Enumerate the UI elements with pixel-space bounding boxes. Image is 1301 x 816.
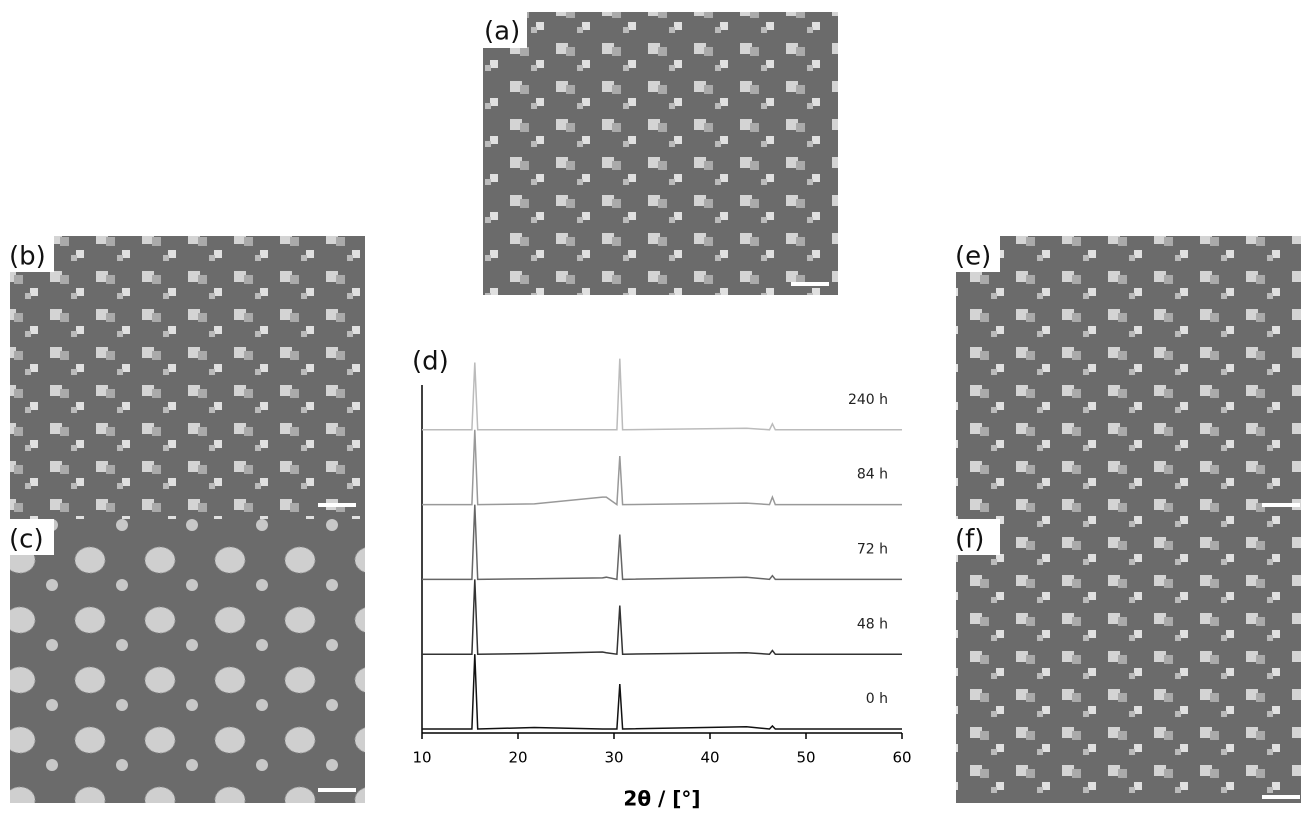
panel-label: (f) <box>955 525 984 555</box>
label-box <box>956 236 1000 272</box>
x-tick-label: 30 <box>604 749 623 767</box>
sem-images <box>10 12 1301 803</box>
panel-label: (e) <box>955 242 991 272</box>
panel-label: (c) <box>9 525 44 555</box>
scale-bar <box>791 282 829 286</box>
panel-label: (a) <box>484 17 520 47</box>
xrd-trace <box>422 429 902 506</box>
x-axis-title: 2θ / [°] <box>623 787 700 811</box>
sem-image <box>10 519 365 803</box>
sem-image <box>956 236 1301 519</box>
series-label: 48 h <box>857 616 888 632</box>
scale-bar <box>1262 503 1300 507</box>
xrd-trace <box>422 358 902 431</box>
xrd-trace <box>422 504 902 581</box>
xrd-trace <box>422 579 902 656</box>
xrd-trace <box>422 654 902 730</box>
series-label: 84 h <box>857 467 888 483</box>
x-tick-label: 40 <box>700 749 719 767</box>
series-label: 240 h <box>848 392 888 408</box>
sem-image <box>10 236 365 519</box>
label-box <box>483 12 527 48</box>
panel-label: (d) <box>412 347 449 377</box>
series-label: 0 h <box>866 691 888 707</box>
label-box <box>956 519 1000 555</box>
x-tick-label: 50 <box>796 749 815 767</box>
sem-image <box>956 519 1301 803</box>
x-tick-label: 60 <box>892 749 911 767</box>
scale-bar <box>318 503 356 507</box>
x-tick-label: 20 <box>508 749 527 767</box>
label-box <box>10 519 54 555</box>
sem-image <box>483 12 838 295</box>
series-label: 72 h <box>857 541 888 557</box>
label-box <box>10 236 54 272</box>
scale-bar <box>318 788 356 792</box>
x-tick-label: 10 <box>412 749 431 767</box>
scale-bar <box>1262 795 1300 799</box>
xrd-chart: 2θ / [°] 10 20 30 40 50 60 0 h 48 h 72 h 84 h 240 … <box>412 358 912 811</box>
panel-label: (b) <box>9 242 46 272</box>
